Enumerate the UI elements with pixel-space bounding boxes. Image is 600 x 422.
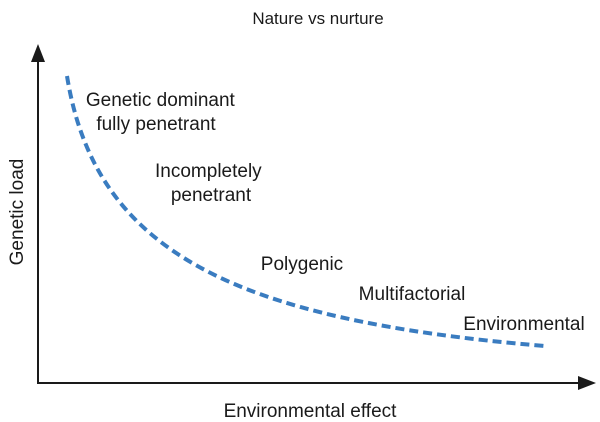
y-axis-label: Genetic load xyxy=(7,159,28,266)
x-axis-arrow-icon xyxy=(578,376,596,390)
region-label-environmental: Environmental xyxy=(463,314,584,335)
y-axis-arrow-icon xyxy=(31,44,45,62)
region-label-genetic-dominant: Genetic dominant fully penetrant xyxy=(86,90,240,135)
region-label-line: Environmental xyxy=(463,314,584,335)
region-label-line: Polygenic xyxy=(261,254,343,275)
region-label-line: Multifactorial xyxy=(359,284,466,305)
diagram-title: Nature vs nurture xyxy=(252,9,383,28)
region-label-polygenic: Polygenic xyxy=(261,254,343,275)
region-label-multifactorial: Multifactorial xyxy=(359,284,466,305)
region-label-line: Genetic dominant xyxy=(86,90,236,111)
x-axis-label: Environmental effect xyxy=(224,401,398,422)
region-label-line: Incompletely xyxy=(155,161,262,182)
region-label-incompletely-penetrant: Incompletely penetrant xyxy=(155,161,267,206)
region-label-line: penetrant xyxy=(171,185,252,206)
genetic-environmental-curve xyxy=(65,75,546,348)
region-label-line: fully penetrant xyxy=(96,114,216,135)
